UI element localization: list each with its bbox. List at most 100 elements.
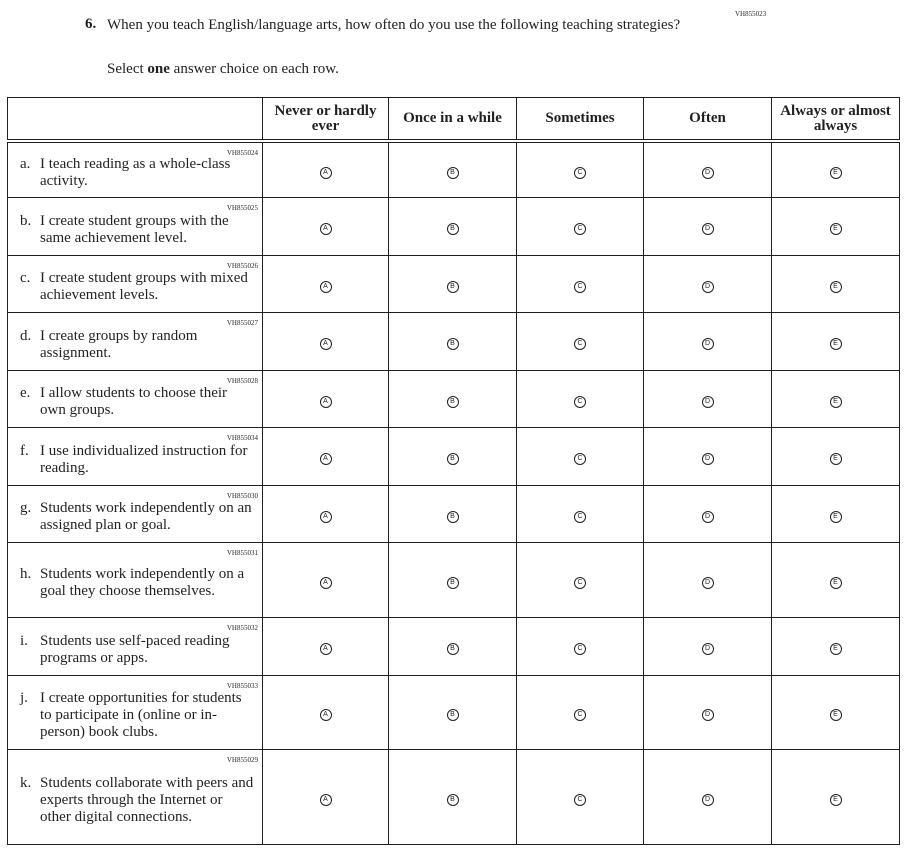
answer-bubble[interactable]: D [701, 643, 714, 655]
option-cell[interactable]: E [771, 674, 900, 750]
answer-bubble[interactable]: E [829, 709, 842, 721]
option-cell[interactable]: E [771, 196, 900, 256]
option-cell[interactable]: A [262, 748, 389, 845]
option-cell[interactable]: C [516, 254, 644, 313]
option-cell[interactable]: D [643, 674, 772, 750]
answer-bubble[interactable]: D [701, 280, 714, 293]
option-cell[interactable]: E [771, 616, 900, 676]
option-cell[interactable]: D [643, 426, 772, 486]
answer-bubble[interactable]: B [446, 643, 459, 655]
answer-bubble[interactable]: A [319, 338, 332, 350]
option-cell[interactable]: B [388, 674, 517, 750]
option-cell[interactable]: E [771, 484, 900, 543]
option-cell[interactable]: E [771, 254, 900, 313]
option-cell[interactable]: A [262, 674, 389, 750]
answer-bubble[interactable]: B [446, 395, 459, 408]
answer-bubble[interactable]: E [829, 338, 842, 350]
option-cell[interactable]: B [388, 140, 517, 198]
answer-bubble[interactable]: B [446, 223, 459, 235]
answer-bubble[interactable]: E [829, 280, 842, 293]
answer-bubble[interactable]: A [319, 453, 332, 465]
answer-bubble[interactable]: E [829, 395, 842, 408]
option-cell[interactable]: C [516, 674, 644, 750]
option-cell[interactable]: B [388, 541, 517, 618]
option-cell[interactable]: C [516, 484, 644, 543]
answer-bubble[interactable]: C [574, 166, 586, 179]
answer-bubble[interactable]: B [446, 338, 459, 350]
option-cell[interactable]: B [388, 748, 517, 845]
answer-bubble[interactable]: D [701, 338, 714, 350]
answer-bubble[interactable]: A [319, 395, 332, 408]
option-cell[interactable]: A [262, 196, 389, 256]
option-cell[interactable]: C [516, 369, 644, 428]
answer-bubble[interactable]: D [701, 453, 714, 465]
option-cell[interactable]: A [262, 369, 389, 428]
answer-bubble[interactable]: A [319, 280, 332, 293]
option-cell[interactable]: D [643, 484, 772, 543]
option-cell[interactable]: D [643, 369, 772, 428]
option-cell[interactable]: C [516, 426, 644, 486]
answer-bubble[interactable]: C [574, 395, 586, 408]
answer-bubble[interactable]: E [829, 576, 842, 589]
answer-bubble[interactable]: D [701, 709, 714, 721]
option-cell[interactable]: D [643, 140, 772, 198]
option-cell[interactable]: B [388, 426, 517, 486]
answer-bubble[interactable]: B [446, 576, 459, 589]
answer-bubble[interactable]: B [446, 709, 459, 721]
option-cell[interactable]: D [643, 616, 772, 676]
option-cell[interactable]: C [516, 140, 644, 198]
answer-bubble[interactable]: A [319, 510, 332, 523]
answer-bubble[interactable]: D [701, 793, 714, 806]
answer-bubble[interactable]: A [319, 223, 332, 235]
option-cell[interactable]: E [771, 369, 900, 428]
option-cell[interactable]: B [388, 484, 517, 543]
answer-bubble[interactable]: B [446, 510, 459, 523]
answer-bubble[interactable]: D [701, 223, 714, 235]
answer-bubble[interactable]: C [574, 453, 586, 465]
answer-bubble[interactable]: D [701, 395, 714, 408]
answer-bubble[interactable]: E [829, 793, 842, 806]
answer-bubble[interactable]: E [829, 453, 842, 465]
option-cell[interactable]: C [516, 541, 644, 618]
option-cell[interactable]: D [643, 541, 772, 618]
answer-bubble[interactable]: D [701, 166, 714, 179]
answer-bubble[interactable]: D [701, 510, 714, 523]
answer-bubble[interactable]: C [574, 576, 586, 589]
answer-bubble[interactable]: E [829, 166, 842, 179]
option-cell[interactable]: B [388, 311, 517, 371]
option-cell[interactable]: A [262, 426, 389, 486]
answer-bubble[interactable]: A [319, 709, 332, 721]
option-cell[interactable]: A [262, 616, 389, 676]
option-cell[interactable]: D [643, 196, 772, 256]
answer-bubble[interactable]: A [319, 576, 332, 589]
answer-bubble[interactable]: E [829, 510, 842, 523]
option-cell[interactable]: E [771, 541, 900, 618]
option-cell[interactable]: E [771, 311, 900, 371]
answer-bubble[interactable]: C [574, 338, 586, 350]
answer-bubble[interactable]: B [446, 166, 459, 179]
option-cell[interactable]: A [262, 484, 389, 543]
option-cell[interactable]: C [516, 748, 644, 845]
answer-bubble[interactable]: C [574, 793, 586, 806]
option-cell[interactable]: B [388, 369, 517, 428]
option-cell[interactable]: B [388, 616, 517, 676]
option-cell[interactable]: E [771, 140, 900, 198]
answer-bubble[interactable]: C [574, 709, 586, 721]
option-cell[interactable]: E [771, 426, 900, 486]
option-cell[interactable]: C [516, 616, 644, 676]
answer-bubble[interactable]: A [319, 643, 332, 655]
option-cell[interactable]: A [262, 254, 389, 313]
answer-bubble[interactable]: E [829, 643, 842, 655]
answer-bubble[interactable]: D [701, 576, 714, 589]
option-cell[interactable]: C [516, 196, 644, 256]
answer-bubble[interactable]: B [446, 793, 459, 806]
option-cell[interactable]: A [262, 311, 389, 371]
option-cell[interactable]: D [643, 311, 772, 371]
option-cell[interactable]: A [262, 541, 389, 618]
option-cell[interactable]: E [771, 748, 900, 845]
answer-bubble[interactable]: C [574, 510, 586, 523]
answer-bubble[interactable]: C [574, 223, 586, 235]
answer-bubble[interactable]: B [446, 280, 459, 293]
answer-bubble[interactable]: E [829, 223, 842, 235]
option-cell[interactable]: D [643, 748, 772, 845]
